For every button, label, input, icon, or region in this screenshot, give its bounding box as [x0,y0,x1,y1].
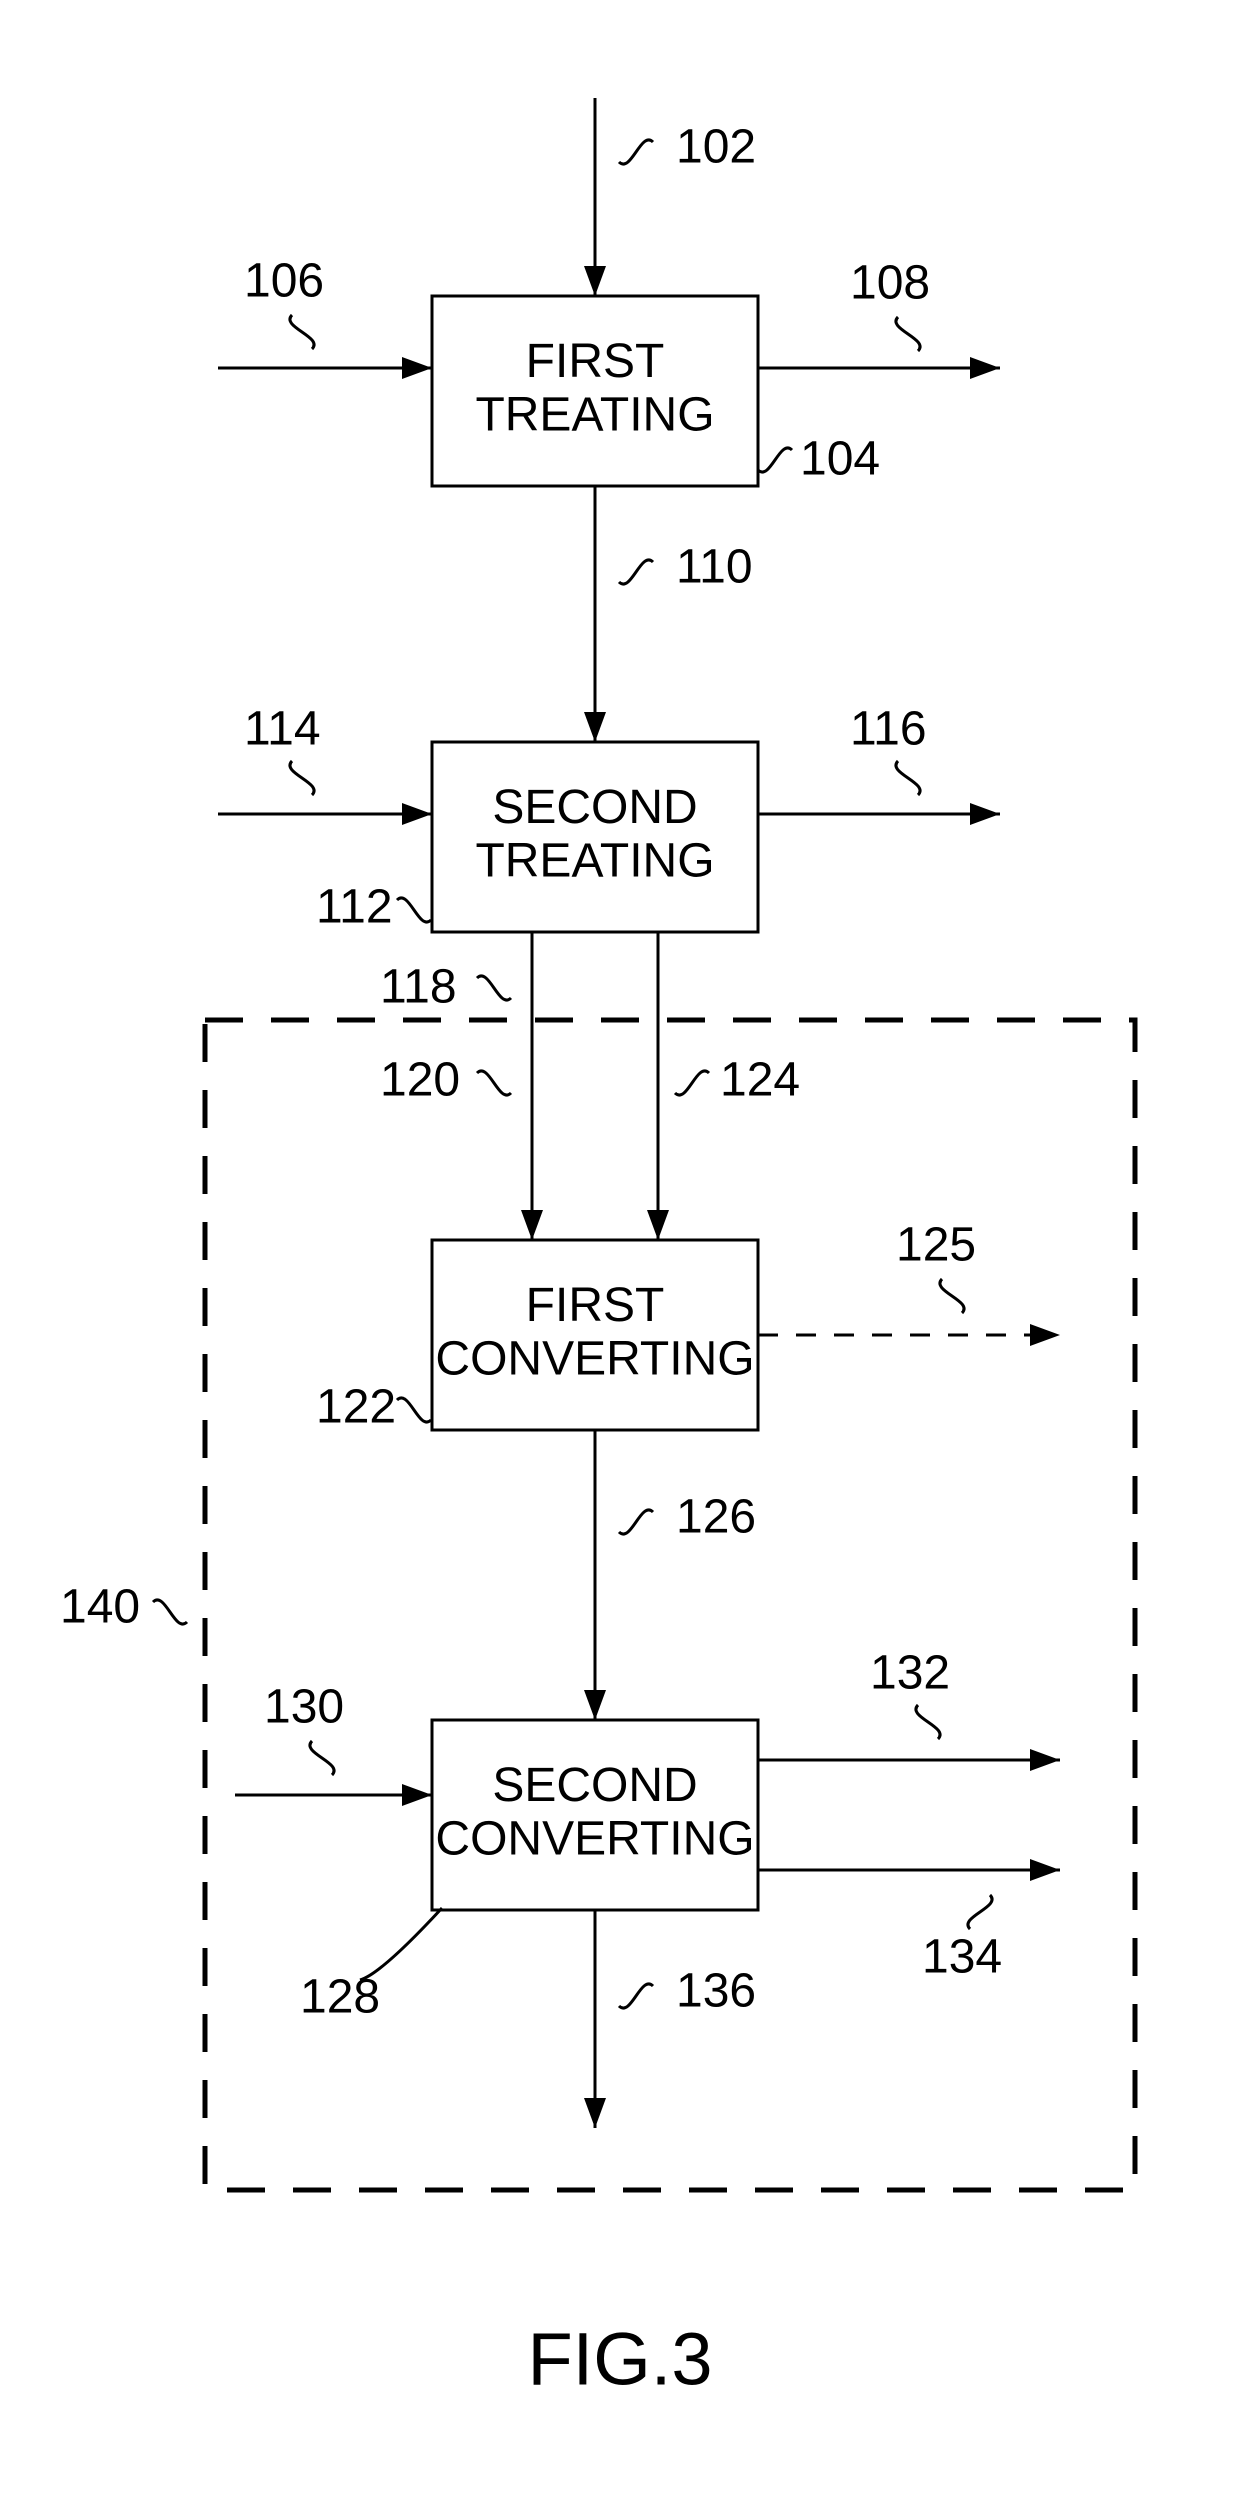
box-label-first_converting-1: CONVERTING [435,1333,754,1386]
ref-118: 118 [380,961,457,1014]
arrowhead-a134 [1030,1859,1060,1881]
box-label-first_treating-1: TREATING [475,389,714,442]
ref-140: 140 [60,1581,140,1634]
ref-102: 102 [676,121,756,174]
tilde [896,761,920,795]
arrowhead-a126 [584,1690,606,1720]
ref-120: 120 [380,1054,460,1107]
ref-108: 108 [850,257,930,310]
ref-112: 112 [316,881,393,934]
arrowhead-a106 [402,357,432,379]
arrowhead-a102 [584,266,606,296]
arrowhead-a114 [402,803,432,825]
box-label-second_converting-0: SECOND [492,1759,697,1812]
ref-110: 110 [676,541,753,594]
ref-128: 128 [300,1971,380,2024]
tilde [968,1895,992,1929]
ref-136: 136 [676,1965,756,2018]
tilde [916,1705,940,1739]
arrowhead-a125 [1030,1324,1060,1346]
tilde [310,1741,334,1775]
tilde [896,317,920,351]
tilde [290,315,314,349]
figure-label: FIG.3 [527,2318,712,2401]
box-label-second_treating-0: SECOND [492,781,697,834]
ref-125: 125 [896,1219,976,1272]
tilde [397,898,431,922]
arrowhead-a132 [1030,1749,1060,1771]
box-label-first_converting-0: FIRST [526,1279,665,1332]
tilde [619,1510,653,1534]
tilde [153,1600,187,1624]
box-label-second_converting-1: CONVERTING [435,1813,754,1866]
ref-114: 114 [244,703,321,756]
tilde [477,1071,511,1095]
tilde [940,1279,964,1313]
box-label-second_treating-1: TREATING [475,835,714,888]
arrowhead-a110 [584,712,606,742]
ref-130: 130 [264,1681,344,1734]
arrowhead-a130 [402,1784,432,1806]
leader-128 [360,1908,442,1980]
ref-124: 124 [720,1054,800,1107]
box-label-first_treating-0: FIRST [526,335,665,388]
arrowhead-a116 [970,803,1000,825]
tilde [619,560,653,584]
ref-134: 134 [922,1931,1002,1984]
tilde [477,976,511,1000]
tilde [397,1398,431,1422]
ref-106: 106 [244,255,324,308]
arrowhead-a118_124 [647,1210,669,1240]
tilde [619,1984,653,2008]
ref-116: 116 [850,703,927,756]
arrowhead-a118_120 [521,1210,543,1240]
tilde [619,140,653,164]
ref-132: 132 [870,1647,950,1700]
tilde [675,1071,709,1095]
arrowhead-a136 [584,2098,606,2128]
ref-126: 126 [676,1491,756,1544]
arrowhead-a108 [970,357,1000,379]
ref-122: 122 [316,1381,396,1434]
tilde [290,761,314,795]
tilde [758,448,792,472]
ref-104: 104 [800,433,880,486]
